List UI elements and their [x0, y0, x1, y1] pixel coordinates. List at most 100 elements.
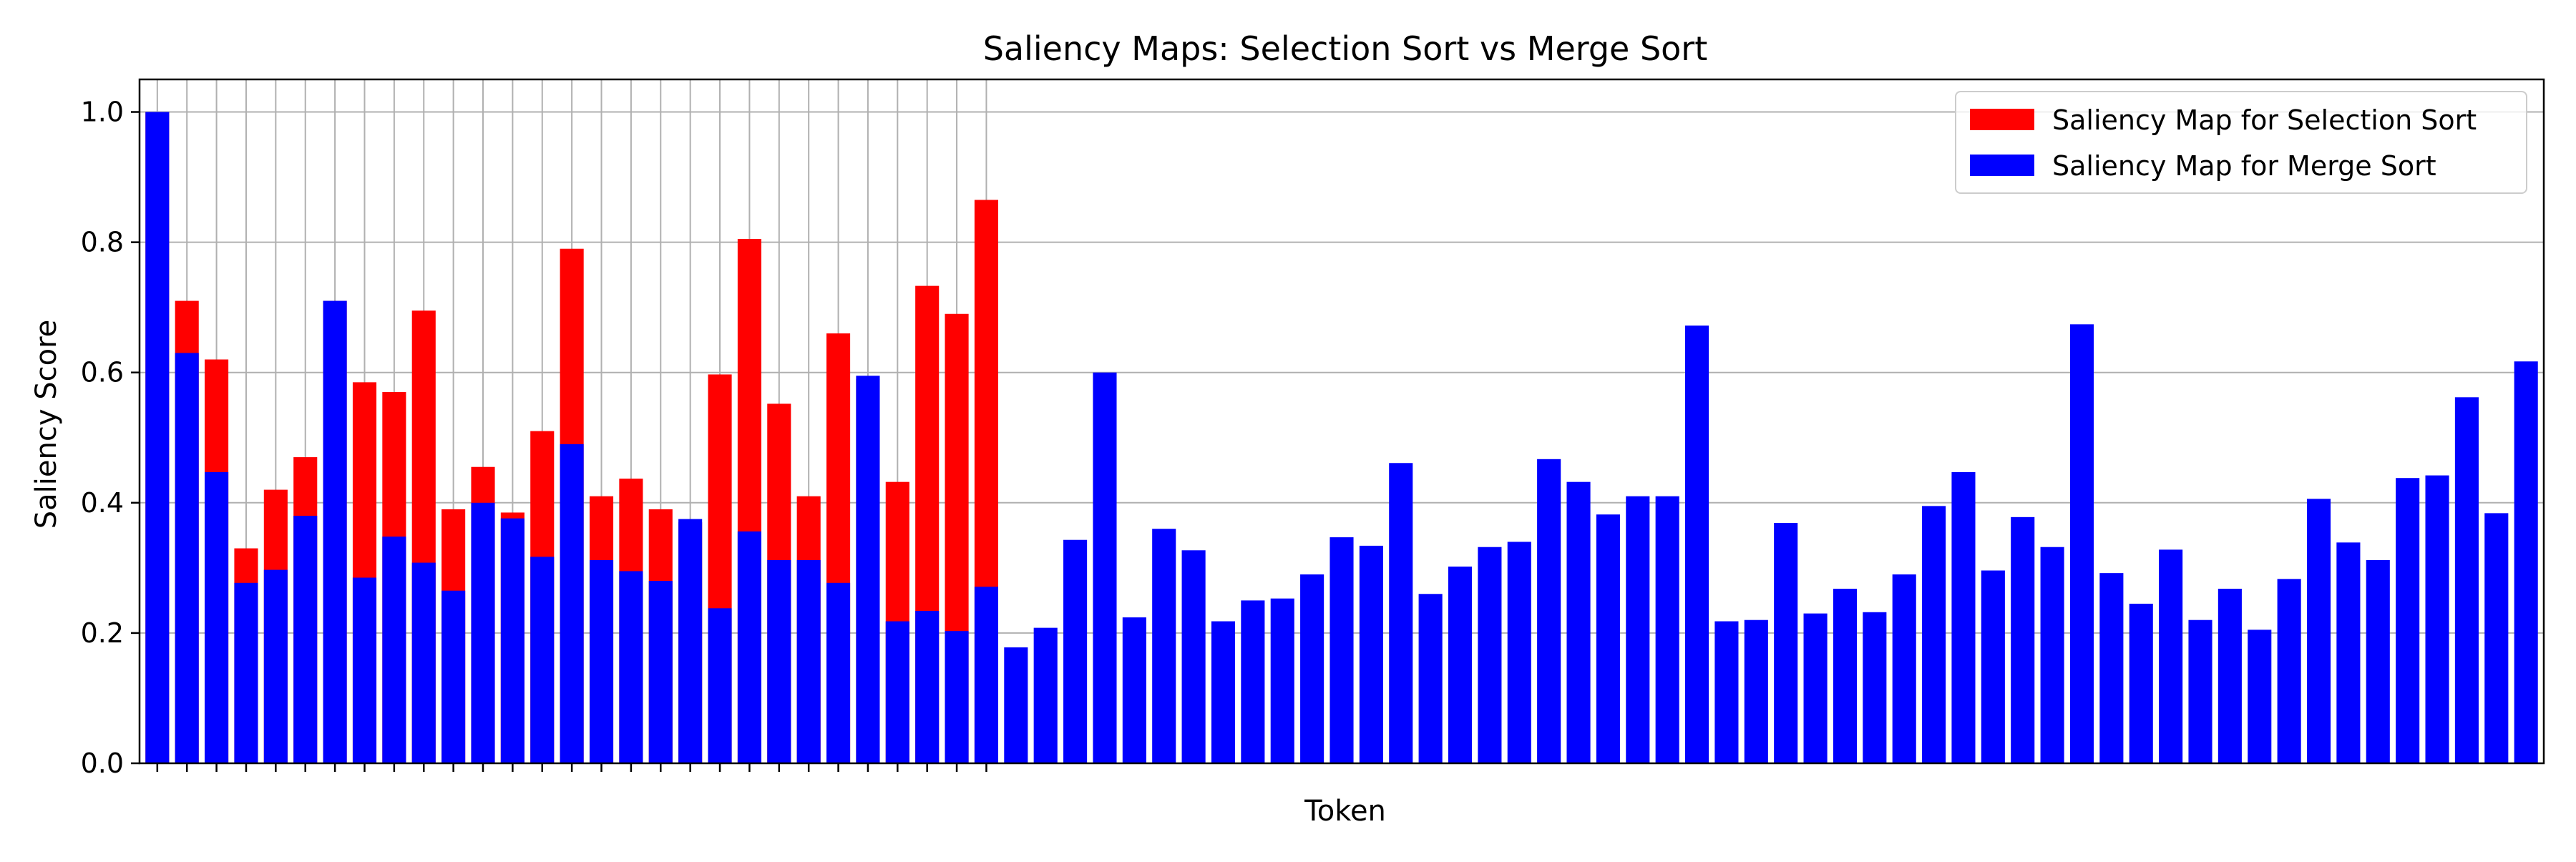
bar-merge-sort — [678, 519, 703, 763]
bar-merge-sort — [500, 518, 525, 763]
bar-merge-sort — [708, 608, 732, 763]
bar-merge-sort — [1655, 496, 1679, 763]
bar-merge-sort — [2011, 516, 2035, 763]
bar-merge-sort — [234, 582, 258, 763]
bar-merge-sort — [1922, 506, 1946, 763]
bar-merge-sort — [2248, 630, 2272, 763]
bar-merge-sort — [1063, 539, 1088, 763]
bar-merge-sort — [441, 590, 466, 763]
bar-merge-sort — [2336, 542, 2361, 763]
bar-merge-sort — [1566, 481, 1591, 763]
bar-merge-sort — [1389, 463, 1413, 763]
bar-merge-sort — [1152, 529, 1176, 763]
bar-merge-sort — [1418, 594, 1443, 763]
bar-merge-sort — [826, 582, 851, 763]
bar-merge-sort — [175, 353, 199, 763]
y-tick-label: 0.0 — [81, 748, 124, 779]
bar-merge-sort — [1537, 459, 1561, 763]
bar-merge-sort — [1448, 567, 1473, 763]
bar-merge-sort — [2099, 573, 2124, 763]
bar-merge-sort — [1714, 621, 1739, 763]
x-axis-label: Token — [1304, 795, 1386, 828]
chart-title: Saliency Maps: Selection Sort vs Merge S… — [983, 29, 1708, 68]
bar-merge-sort — [471, 502, 495, 763]
bar-merge-sort — [796, 559, 821, 763]
bar-merge-sort — [945, 631, 969, 763]
bar-merge-sort — [2129, 603, 2153, 763]
bar-merge-sort — [648, 581, 673, 763]
bar-merge-sort — [1211, 621, 1236, 763]
bar-merge-sort — [2040, 547, 2064, 763]
legend-frame — [1955, 91, 2527, 194]
bar-merge-sort — [1093, 372, 1117, 763]
bar-merge-sort — [589, 559, 614, 763]
bar-merge-sort — [293, 516, 318, 763]
y-axis-label: Saliency Score — [30, 320, 63, 529]
bar-merge-sort — [352, 577, 377, 763]
bar-merge-sort — [2425, 475, 2449, 763]
bar-merge-sort — [2484, 513, 2509, 763]
bar-merge-sort — [915, 610, 940, 763]
bar-merge-sort — [2514, 361, 2538, 763]
y-tick-label: 0.6 — [81, 357, 124, 388]
y-tick-label: 0.8 — [81, 227, 124, 258]
bar-merge-sort — [1507, 542, 1531, 763]
bar-merge-sort — [2306, 499, 2331, 763]
bar-merge-sort — [323, 300, 347, 763]
bar-merge-sort — [1803, 613, 1828, 763]
y-tick-label: 0.2 — [81, 617, 124, 649]
bar-merge-sort — [2454, 397, 2479, 763]
bar-merge-sort — [1833, 588, 1857, 763]
bar-merge-sort — [2218, 588, 2242, 763]
bar-merge-sort — [856, 376, 880, 763]
bar-merge-sort — [1685, 325, 1709, 763]
y-tick-label: 0.4 — [81, 487, 124, 519]
y-tick-label: 1.0 — [81, 97, 124, 128]
bar-merge-sort — [1004, 647, 1028, 763]
bar-merge-sort — [1774, 523, 1798, 763]
bar-merge-sort — [1951, 472, 1976, 763]
axes: 0.0 0.2 0.4 0.6 0.8 1.0 — [81, 78, 2545, 779]
bar-merge-sort — [411, 562, 436, 763]
bar-merge-sort — [2069, 324, 2094, 763]
bar-merge-sort — [1863, 612, 1887, 763]
bar-merge-sort — [1033, 627, 1058, 763]
legend: Saliency Map for Selection Sort Saliency… — [1955, 91, 2527, 194]
legend-swatch-merge-sort — [1970, 155, 2034, 176]
bar-merge-sort — [767, 559, 791, 763]
bar-merge-sort — [263, 569, 288, 763]
bar-merge-sort — [885, 621, 909, 763]
bar-merge-sort — [145, 112, 170, 763]
bar-merge-sort — [1981, 570, 2005, 763]
bar-merge-sort — [1330, 537, 1354, 763]
bar-merge-sort — [1300, 574, 1324, 763]
bar-merge-sort — [737, 531, 761, 763]
bar-merge-sort — [2396, 478, 2420, 763]
bars — [145, 112, 2538, 764]
bar-merge-sort — [1478, 547, 1502, 763]
bar-merge-sort — [974, 587, 998, 763]
bar-merge-sort — [560, 444, 584, 763]
legend-label-merge-sort: Saliency Map for Merge Sort — [2052, 150, 2436, 182]
bar-merge-sort — [1241, 600, 1265, 763]
bar-merge-sort — [205, 472, 229, 763]
bar-merge-sort — [2366, 559, 2390, 763]
bar-merge-sort — [1892, 574, 1916, 763]
bar-merge-sort — [530, 557, 555, 763]
bar-merge-sort — [1626, 496, 1650, 763]
bar-merge-sort — [619, 571, 643, 763]
bar-merge-sort — [2188, 619, 2212, 763]
legend-swatch-selection-sort — [1970, 109, 2034, 130]
plot-frame — [138, 78, 2545, 765]
bar-merge-sort — [1744, 619, 1768, 763]
bar-merge-sort — [1270, 598, 1294, 763]
bar-merge-sort — [382, 537, 406, 763]
bar-merge-sort — [1122, 617, 1146, 763]
bar-merge-sort — [2159, 549, 2183, 763]
bar-merge-sort — [1596, 514, 1620, 763]
bar-merge-sort — [1181, 550, 1206, 763]
bar-merge-sort — [1359, 545, 1383, 763]
legend-label-selection-sort: Saliency Map for Selection Sort — [2052, 104, 2477, 136]
